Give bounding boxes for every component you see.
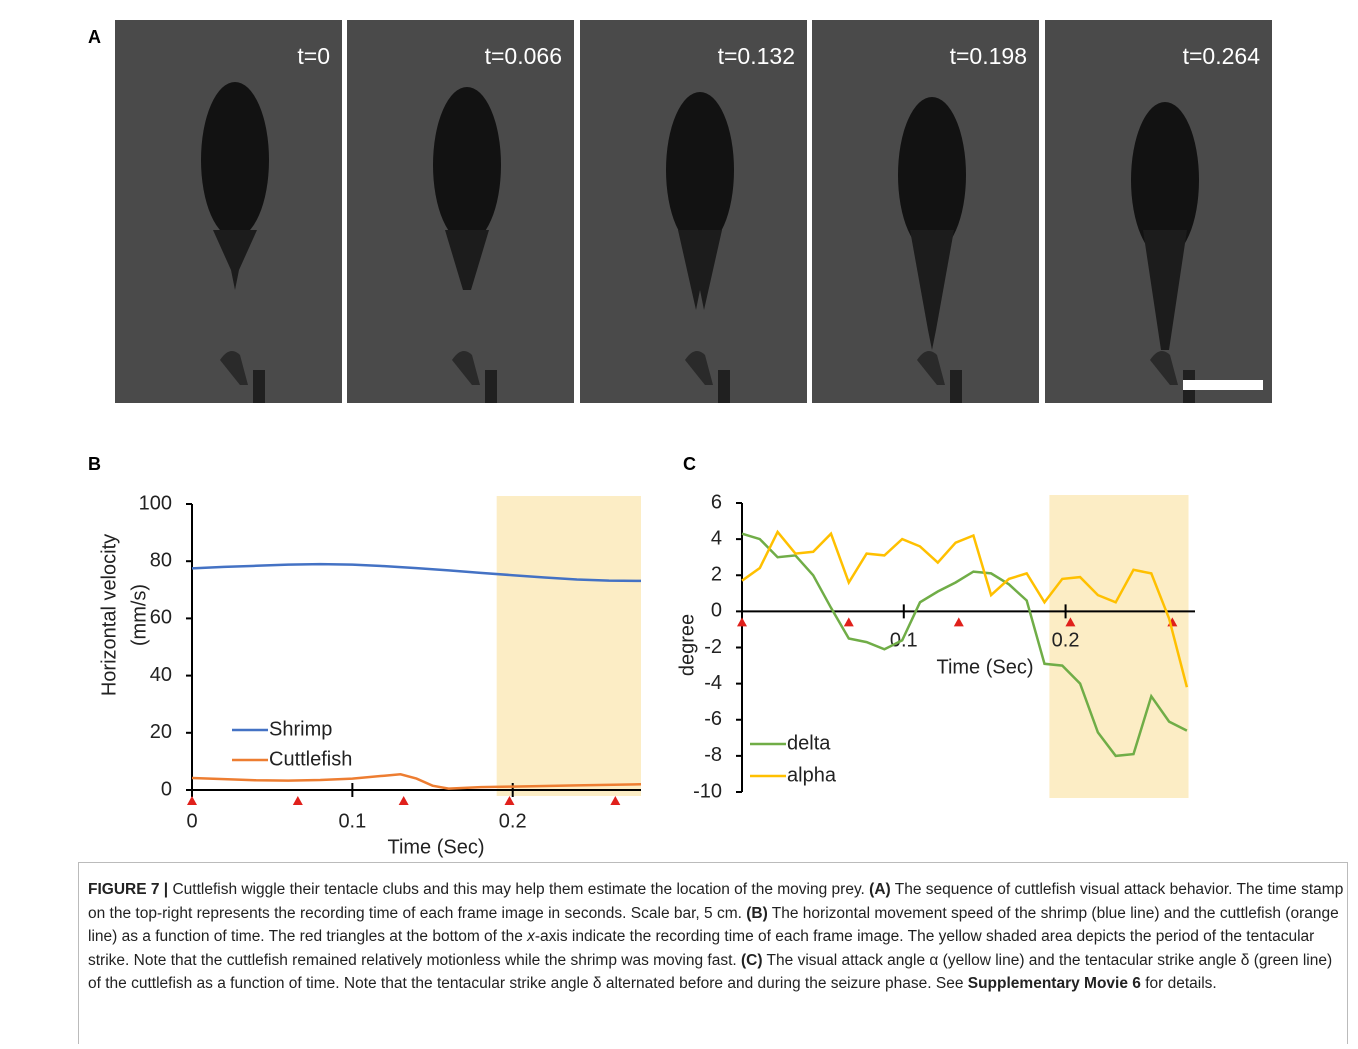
x-tick-label: 0.1 (890, 630, 918, 652)
caption-run: (C) (741, 951, 763, 969)
y-tick-label: -10 (693, 780, 722, 802)
frame-marker (843, 617, 854, 627)
caption-run: x (527, 928, 535, 946)
y-tick-label: 0 (161, 778, 172, 800)
x-tick-label: 0.2 (499, 810, 527, 832)
shrimp (917, 351, 945, 385)
shaded-period (496, 496, 641, 796)
caption-run: The horizontal movement speed of the shr… (88, 904, 1339, 946)
y-tick-label: 40 (150, 664, 172, 686)
data-line (191, 562, 642, 583)
shrimp (1150, 351, 1178, 385)
data-line (741, 529, 1189, 688)
cuttlefish-body (1131, 102, 1199, 258)
caption-run: FIGURE 7 | (88, 881, 169, 898)
cuttlefish-arms (1143, 230, 1187, 350)
caption-run: for details. (1140, 975, 1217, 993)
y-tick-label: 20 (150, 721, 172, 743)
caption-frame (78, 862, 1348, 1044)
frame-marker (292, 796, 303, 805)
shaded-period (1049, 495, 1189, 798)
y-axis-title: (mm/s) (128, 584, 150, 646)
cuttlefish-arms (445, 230, 489, 290)
timestamp: t=0.132 (718, 43, 795, 69)
post (253, 370, 265, 403)
frame-marker (1065, 617, 1076, 627)
frame-marker (610, 796, 621, 805)
cuttlefish-body (201, 82, 269, 238)
y-tick-label: -4 (704, 672, 722, 694)
post (485, 370, 497, 403)
legend-label: Shrimp (269, 718, 332, 740)
y-tick-label: 0 (711, 600, 722, 622)
x-tick-label: 0.2 (1052, 630, 1080, 652)
legend-label: alpha (787, 764, 837, 786)
y-tick-label: 80 (150, 549, 172, 571)
panel-label: B (88, 454, 101, 474)
caption-run: (B) (746, 904, 768, 922)
panel-label: C (683, 454, 696, 474)
caption-run: The visual attack angle α (yellow line) … (88, 951, 1333, 993)
y-tick-label: -8 (704, 744, 722, 766)
post (950, 370, 962, 403)
cuttlefish-arms (910, 230, 954, 350)
legend-label: delta (787, 732, 831, 754)
cuttlefish-body (898, 97, 966, 253)
frame-marker (953, 617, 964, 627)
frame-marker (504, 796, 515, 805)
timestamp: t=0.198 (950, 43, 1027, 69)
timestamp: t=0.264 (1183, 43, 1261, 69)
y-tick-label: 6 (711, 491, 722, 513)
caption-run: -axis indicate the recording time of eac… (88, 928, 1315, 969)
shrimp (220, 351, 248, 385)
caption-run: (A) (869, 881, 891, 898)
y-tick-label: 60 (150, 607, 172, 629)
timestamp: t=0.066 (485, 43, 562, 69)
data-line (741, 532, 1188, 758)
x-axis-title: Time (Sec) (936, 656, 1033, 678)
caption: FIGURE 7 | Cuttlefish wiggle their tenta… (88, 878, 1346, 996)
x-axis-title: Time (Sec) (387, 836, 484, 858)
cuttlefish-body (666, 92, 734, 248)
shrimp (452, 351, 480, 385)
cuttlefish-body (433, 87, 501, 243)
panel-label: A (88, 27, 101, 47)
y-tick-label: -6 (704, 708, 722, 730)
figure: At=0 t=0.066 t=0.132 t=0.198 t=0.264B0204060… (88, 20, 1272, 858)
y-tick-label: -2 (704, 636, 722, 658)
frame-marker (398, 796, 409, 805)
frame-marker (187, 796, 197, 805)
cuttlefish-arms (213, 230, 257, 290)
y-tick-label: 100 (139, 492, 172, 514)
y-axis-title: degree (676, 614, 698, 676)
legend-label: Cuttlefish (269, 748, 352, 770)
post (718, 370, 730, 403)
x-tick-label: 0 (186, 810, 197, 832)
timestamp: t=0 (297, 43, 330, 69)
caption-run: The sequence of cuttlefish visual attack… (88, 881, 1344, 922)
data-line (191, 773, 642, 790)
caption-run: Cuttlefish wiggle their tentacle clubs a… (168, 881, 870, 898)
cuttlefish-arms (678, 230, 722, 310)
x-tick-label: 0.1 (338, 810, 366, 832)
y-axis-title: Horizontal velocity (98, 534, 120, 696)
frame-marker (737, 617, 747, 627)
caption-run: Supplementary Movie 6 (967, 975, 1141, 993)
scale-bar (1183, 380, 1263, 390)
shrimp (685, 351, 713, 385)
y-tick-label: 4 (711, 527, 722, 549)
y-tick-label: 2 (711, 564, 722, 586)
